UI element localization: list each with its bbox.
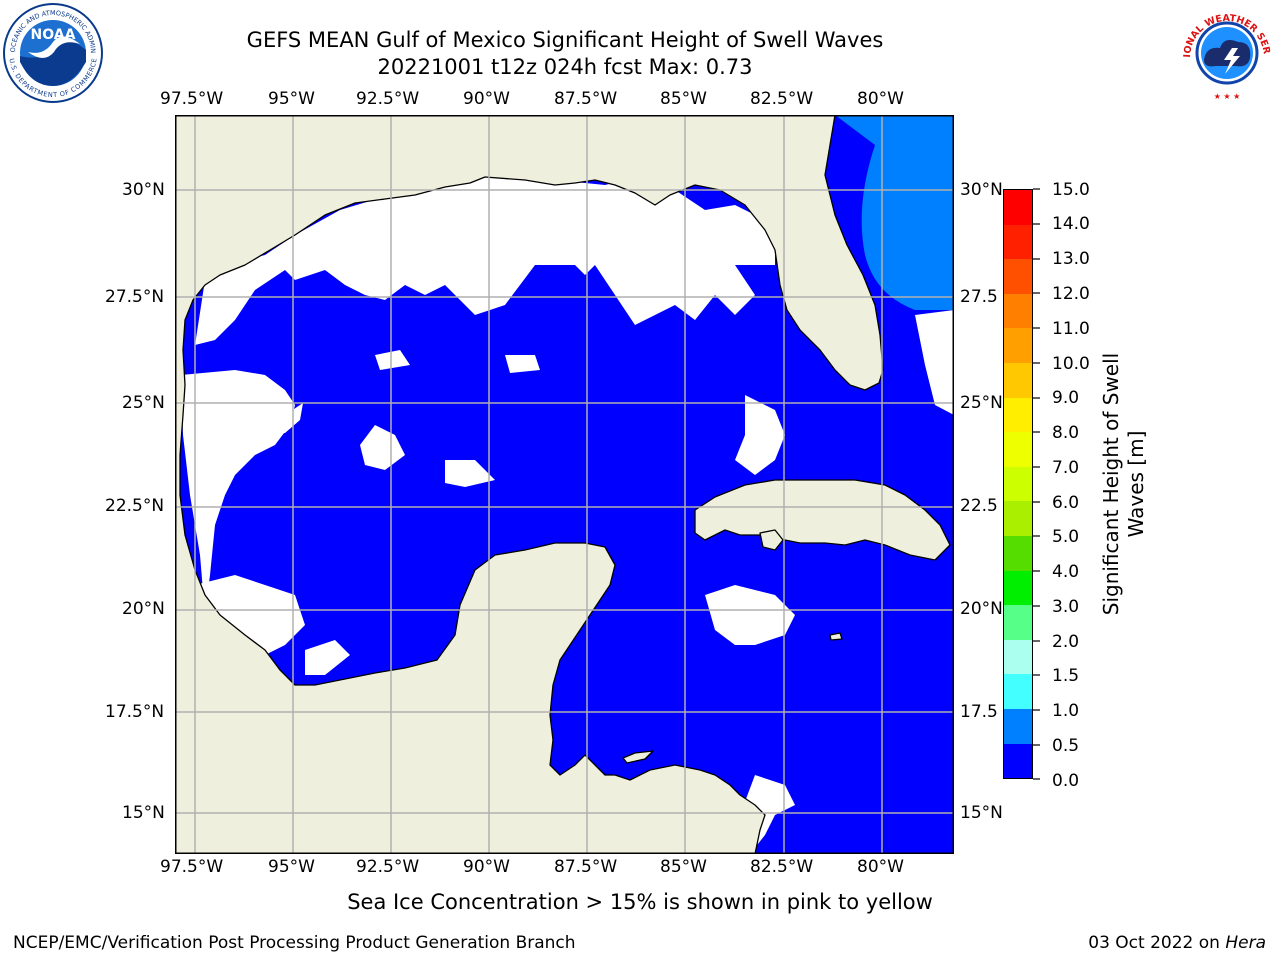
colorbar-segment [1004,639,1032,675]
lat-label-left: 15°N [122,803,165,823]
machine-name: Hera [1225,933,1266,953]
lon-label-top: 97.5°W [160,89,224,109]
colorbar-segment [1004,397,1032,433]
colorbar-tick: 8.0 [1052,423,1080,443]
lon-label-bottom: 97.5°W [160,857,224,877]
colorbar-segment [1004,190,1032,225]
lat-label-left: 30°N [122,180,165,200]
lon-label-bottom: 90°W [463,857,510,877]
lon-label-bottom: 95°W [268,857,315,877]
colorbar-tick: 0.0 [1052,771,1080,791]
gulf-of-mexico-map [175,115,954,854]
lat-label-left: 27.5°N [105,287,165,307]
colorbar [1003,189,1033,779]
lon-label-top: 85°W [660,89,707,109]
lat-label-right: 30°N [960,180,1003,200]
colorbar-tick: 6.0 [1052,493,1080,513]
colorbar-tick: 0.5 [1052,736,1080,756]
atlantic-swell-area [835,115,954,310]
land-areas [175,115,951,854]
map-subtitle: 20221001 t12z 024h fcst Max: 0.73 [377,55,753,79]
colorbar-segment [1004,362,1032,398]
lat-label-right: 22.5 [960,496,998,516]
colorbar-tick: 14.0 [1052,214,1090,234]
north-america-land [175,115,884,854]
colorbar-tick: 9.0 [1052,388,1080,408]
sea-ice-note: Sea Ice Concentration > 15% is shown in … [347,890,933,914]
lon-label-bottom: 87.5°W [554,857,618,877]
colorbar-segment [1004,224,1032,260]
colorbar-segment [1004,674,1032,709]
isla-juventud-land [759,529,784,551]
lon-label-bottom: 80°W [857,857,904,877]
colorbar-segment [1004,466,1032,502]
colorbar-tick-marks [1033,188,1040,780]
lat-label-left: 17.5°N [105,702,165,722]
lon-label-top: 95°W [268,89,315,109]
colorbar-segment [1004,605,1032,640]
lat-label-left: 22.5°N [105,496,165,516]
map-title: GEFS MEAN Gulf of Mexico Significant Hei… [246,28,884,52]
colorbar-segment [1004,293,1032,329]
lon-label-bottom: 92.5°W [356,857,420,877]
svg-text:NOAA: NOAA [31,27,76,43]
lat-label-right: 17.5 [960,702,998,722]
colorbar-tick: 11.0 [1052,319,1090,339]
colorbar-segment [1004,328,1032,363]
colorbar-tick: 12.0 [1052,284,1090,304]
noaa-logo: NATIONAL OCEANIC AND ATMOSPHERIC ADMINIS… [2,2,103,103]
run-date: 03 Oct 2022 on Hera [1088,933,1266,953]
colorbar-segment [1004,743,1032,779]
lat-label-left: 25°N [122,393,165,413]
colorbar-tick: 13.0 [1052,249,1090,269]
lat-label-right: 27.5 [960,287,998,307]
lon-label-top: 87.5°W [554,89,618,109]
nws-logo: NATIONAL WEATHER SERVICE ★ ★ ★ [1176,2,1276,102]
svg-text:★ ★ ★: ★ ★ ★ [1214,92,1241,101]
graticule [175,115,954,854]
run-date-text: 03 Oct 2022 on [1088,933,1226,953]
colorbar-tick: 10.0 [1052,354,1090,374]
colorbar-tick: 5.0 [1052,527,1080,547]
lat-label-left: 20°N [122,599,165,619]
lon-label-top: 90°W [463,89,510,109]
colorbar-tick: 7.0 [1052,458,1080,478]
lat-label-right: 20°N [960,599,1003,619]
colorbar-tick: 15.0 [1052,180,1090,200]
colorbar-tick: 2.0 [1052,632,1080,652]
lon-label-bottom: 82.5°W [750,857,814,877]
lat-label-right: 25°N [960,393,1003,413]
colorbar-segment [1004,570,1032,606]
lon-label-top: 82.5°W [750,89,814,109]
colorbar-tick: 1.0 [1052,701,1080,721]
lon-label-top: 92.5°W [356,89,420,109]
colorbar-tick: 4.0 [1052,562,1080,582]
colorbar-segment [1004,432,1032,467]
cuba-land [694,479,951,561]
colorbar-segment [1004,708,1032,744]
lon-label-bottom: 85°W [660,857,707,877]
colorbar-segment [1004,535,1032,571]
colorbar-tick: 1.5 [1052,666,1080,686]
colorbar-segment [1004,501,1032,536]
lat-label-right: 15°N [960,803,1003,823]
colorbar-tick: 3.0 [1052,597,1080,617]
lon-label-top: 80°W [857,89,904,109]
branch-credit: NCEP/EMC/Verification Post Processing Pr… [13,933,576,953]
colorbar-label: Significant Height of Swell Waves [m] [1099,352,1148,616]
colorbar-segment [1004,259,1032,294]
